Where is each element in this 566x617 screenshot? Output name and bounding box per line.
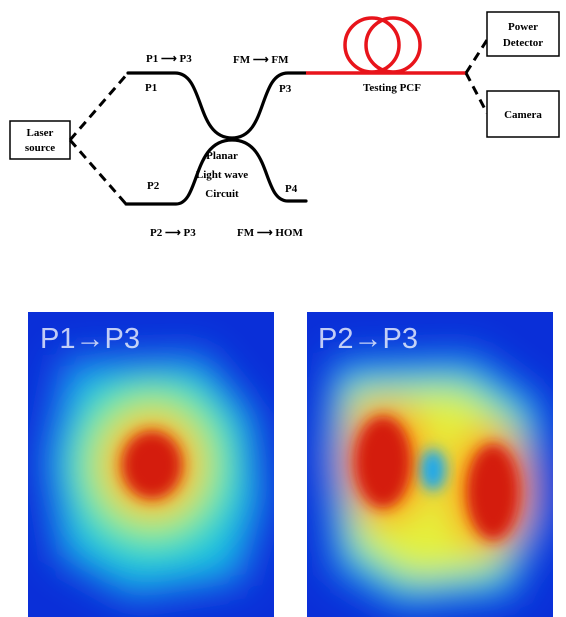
panel-title-p2-p3: P2→P3	[318, 323, 418, 355]
power-detector-box: Power Detector	[486, 11, 560, 57]
laser-source-label-2: source	[25, 142, 55, 154]
transition-fm-hom: FM ⟶ HOM	[237, 227, 303, 239]
waveguide-p1-p3	[126, 71, 308, 140]
output-fiber-camera	[464, 72, 489, 114]
output-fiber-detector	[464, 39, 489, 74]
transition-fm-fm: FM ⟶ FM	[233, 54, 289, 66]
transition-p2-p3: P2 ⟶ P3	[150, 227, 196, 239]
mode-image-p1-p3: P1→P3	[28, 312, 274, 617]
port-p2-label: P2	[147, 180, 160, 192]
transition-p1-p3: P1 ⟶ P3	[146, 53, 192, 65]
port-p4-label: P4	[285, 183, 298, 195]
testing-pcf-fiber	[306, 16, 466, 75]
power-detector-label-2: Detector	[503, 37, 543, 49]
waveguide-p2-p4	[124, 138, 308, 206]
input-fiber-p2	[68, 139, 128, 205]
plc-label-1: Planar	[206, 150, 238, 162]
plc-label-3: Circuit	[205, 188, 239, 200]
input-fiber-p1	[68, 72, 130, 141]
mode-image-p2-p3: P2→P3	[307, 312, 553, 617]
power-detector-label-1: Power	[508, 21, 538, 33]
testing-pcf-label: Testing PCF	[363, 82, 421, 94]
camera-label: Camera	[504, 109, 542, 121]
plc-label-2: Light wave	[196, 169, 248, 181]
panel-title-p1-p3: P1→P3	[40, 323, 140, 355]
laser-source-box: Laser source	[9, 120, 71, 160]
camera-box: Camera	[486, 90, 560, 138]
port-p3-label: P3	[279, 83, 292, 95]
port-p1-label: P1	[145, 82, 157, 94]
laser-source-label-1: Laser	[27, 127, 54, 139]
